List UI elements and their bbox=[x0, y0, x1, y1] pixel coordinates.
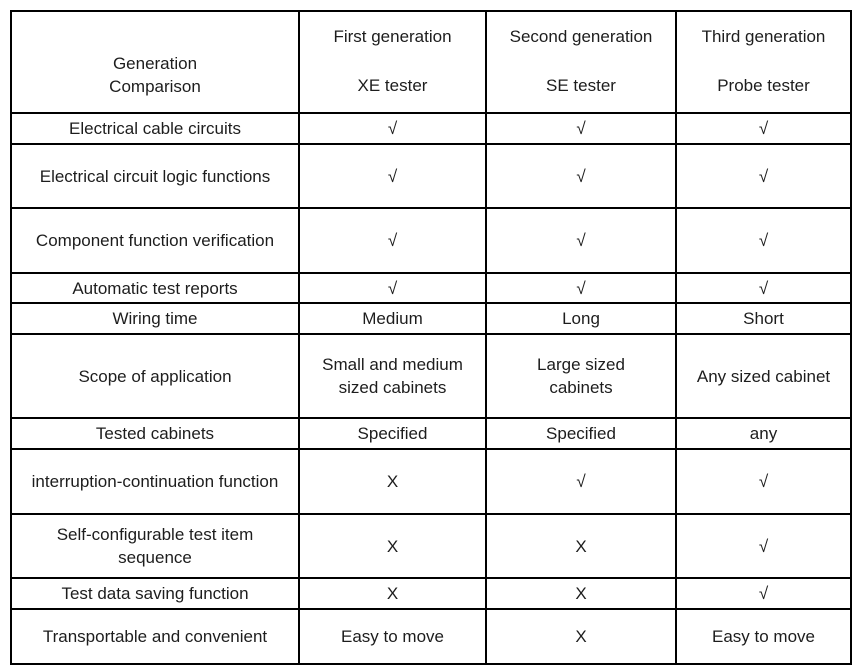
table-row: Transportable and convenient Easy to mov… bbox=[10, 608, 852, 665]
corner-header-cell: Generation Comparison bbox=[10, 10, 300, 114]
cell-value: √ bbox=[485, 207, 677, 274]
row-label-cell: Automatic test reports bbox=[10, 272, 300, 304]
row-label-cell: Wiring time bbox=[10, 302, 300, 335]
cell-value: any bbox=[675, 417, 852, 450]
cell-value: X bbox=[485, 577, 677, 610]
row-label-cell: Electrical circuit logic functions bbox=[10, 143, 300, 209]
corner-line1: Generation bbox=[112, 54, 198, 73]
column-header-third-generation: Third generation Probe tester bbox=[675, 10, 852, 114]
cell-value: Short bbox=[675, 302, 852, 335]
cell-value: Small and medium sized cabinets bbox=[298, 333, 487, 419]
cell-value: √ bbox=[675, 272, 852, 304]
row-label-cell: Tested cabinets bbox=[10, 417, 300, 450]
header-row: Generation Comparison First generation X… bbox=[10, 10, 852, 114]
row-label: interruption-continuation function bbox=[31, 472, 279, 491]
table-row: Electrical circuit logic functions √ √ √ bbox=[10, 143, 852, 209]
column-header-second-generation: Second generation SE tester bbox=[485, 10, 677, 114]
row-label-cell: Scope of application bbox=[10, 333, 300, 419]
table-row: interruption-continuation function X √ √ bbox=[10, 448, 852, 515]
cell-value: √ bbox=[485, 112, 677, 145]
cell-value: √ bbox=[485, 448, 677, 515]
table-row: Self-configurable test item sequence X X… bbox=[10, 513, 852, 579]
cell-value: X bbox=[298, 577, 487, 610]
cell-value: √ bbox=[675, 577, 852, 610]
tester-label: SE tester bbox=[546, 76, 616, 95]
column-header-first-generation: First generation XE tester bbox=[298, 10, 487, 114]
row-label: Scope of application bbox=[78, 366, 232, 386]
corner-header-text: Generation Comparison bbox=[13, 26, 297, 98]
cell-value: √ bbox=[675, 112, 852, 145]
row-label: Electrical cable circuits bbox=[69, 119, 241, 138]
row-label: Tested cabinets bbox=[95, 424, 215, 443]
cell-value: Any sized cabinet bbox=[675, 333, 852, 419]
cell-value: √ bbox=[298, 207, 487, 274]
row-label: Wiring time bbox=[112, 309, 198, 328]
cell-value: √ bbox=[298, 272, 487, 304]
table-row: Test data saving function X X √ bbox=[10, 577, 852, 610]
cell-value: √ bbox=[485, 272, 677, 304]
table-row: Scope of application Small and medium si… bbox=[10, 333, 852, 419]
cell-value: Specified bbox=[298, 417, 487, 450]
row-label: Self-configurable test item sequence bbox=[56, 525, 254, 567]
cell-value: Long bbox=[485, 302, 677, 335]
row-label: Test data saving function bbox=[61, 584, 249, 603]
row-label-cell: Transportable and convenient bbox=[10, 608, 300, 665]
table-row: Electrical cable circuits √ √ √ bbox=[10, 112, 852, 145]
table-row: Automatic test reports √ √ √ bbox=[10, 272, 852, 304]
cell-value: Medium bbox=[298, 302, 487, 335]
cell-value: √ bbox=[675, 513, 852, 579]
generation-comparison-table: Generation Comparison First generation X… bbox=[10, 10, 852, 665]
row-label-cell: Component function verification bbox=[10, 207, 300, 274]
generation-label: First generation bbox=[333, 27, 452, 46]
row-label: Automatic test reports bbox=[72, 278, 238, 298]
row-label: Component function verification bbox=[35, 231, 275, 250]
generation-label: Second generation bbox=[509, 27, 653, 46]
cell-value: X bbox=[298, 448, 487, 515]
cell-value: Specified bbox=[485, 417, 677, 450]
generation-label: Third generation bbox=[701, 27, 826, 46]
cell-value: √ bbox=[675, 207, 852, 274]
cell-value: √ bbox=[675, 143, 852, 209]
cell-value: X bbox=[485, 608, 677, 665]
row-label-cell: Self-configurable test item sequence bbox=[10, 513, 300, 579]
row-label-cell: Electrical cable circuits bbox=[10, 112, 300, 145]
table-row: Component function verification √ √ √ bbox=[10, 207, 852, 274]
cell-value: X bbox=[298, 513, 487, 579]
row-label: Electrical circuit logic functions bbox=[39, 166, 271, 186]
tester-label: Probe tester bbox=[717, 76, 810, 95]
cell-value: Easy to move bbox=[298, 608, 487, 665]
tester-label: XE tester bbox=[357, 76, 428, 95]
cell-value: √ bbox=[298, 143, 487, 209]
table-row: Tested cabinets Specified Specified any bbox=[10, 417, 852, 450]
cell-value: X bbox=[485, 513, 677, 579]
table-row: Wiring time Medium Long Short bbox=[10, 302, 852, 335]
cell-value: √ bbox=[675, 448, 852, 515]
cell-value: Large sized cabinets bbox=[485, 333, 677, 419]
row-label-cell: Test data saving function bbox=[10, 577, 300, 610]
corner-line2: Comparison bbox=[109, 77, 201, 96]
cell-value: √ bbox=[485, 143, 677, 209]
row-label-cell: interruption-continuation function bbox=[10, 448, 300, 515]
cell-value: √ bbox=[298, 112, 487, 145]
cell-value: Easy to move bbox=[675, 608, 852, 665]
row-label: Transportable and convenient bbox=[42, 627, 268, 646]
